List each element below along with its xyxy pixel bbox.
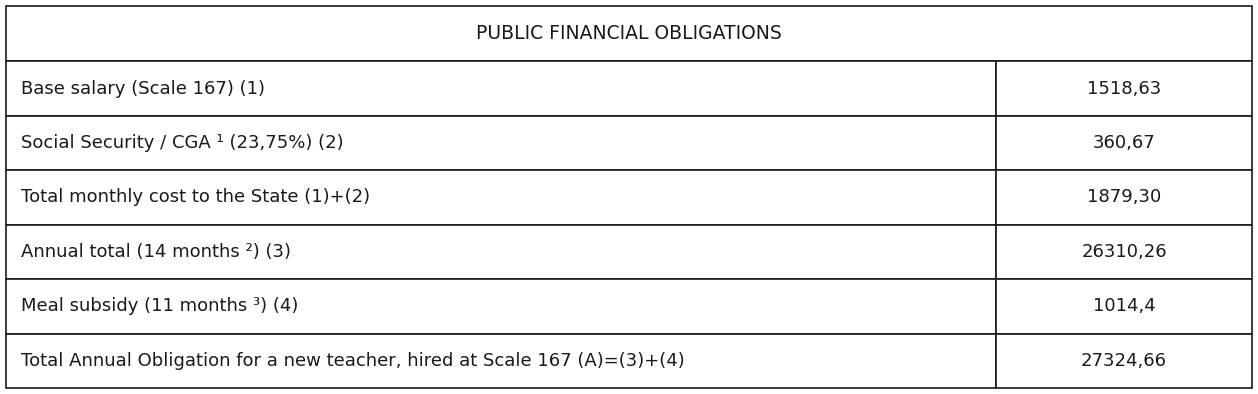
Bar bbox=[6, 61, 996, 116]
Bar bbox=[6, 6, 1252, 61]
Text: 1014,4: 1014,4 bbox=[1093, 297, 1155, 316]
Text: 27324,66: 27324,66 bbox=[1081, 352, 1167, 370]
Text: Annual total (14 months ²) (3): Annual total (14 months ²) (3) bbox=[21, 243, 292, 261]
Text: 26310,26: 26310,26 bbox=[1081, 243, 1167, 261]
Text: 360,67: 360,67 bbox=[1093, 134, 1155, 152]
Text: Meal subsidy (11 months ³) (4): Meal subsidy (11 months ³) (4) bbox=[21, 297, 298, 316]
Text: Social Security / CGA ¹ (23,75%) (2): Social Security / CGA ¹ (23,75%) (2) bbox=[21, 134, 343, 152]
Text: 1879,30: 1879,30 bbox=[1087, 188, 1161, 206]
Text: Total Annual Obligation for a new teacher, hired at Scale 167 (A)=(3)+(4): Total Annual Obligation for a new teache… bbox=[21, 352, 686, 370]
Bar bbox=[6, 279, 996, 334]
Bar bbox=[6, 116, 996, 170]
Bar bbox=[996, 334, 1252, 388]
Bar bbox=[6, 334, 996, 388]
Text: 1518,63: 1518,63 bbox=[1087, 80, 1161, 98]
Bar bbox=[6, 225, 996, 279]
Bar bbox=[996, 116, 1252, 170]
Bar bbox=[996, 225, 1252, 279]
Text: PUBLIC FINANCIAL OBLIGATIONS: PUBLIC FINANCIAL OBLIGATIONS bbox=[476, 24, 782, 43]
Bar bbox=[996, 170, 1252, 225]
Text: Total monthly cost to the State (1)+(2): Total monthly cost to the State (1)+(2) bbox=[21, 188, 371, 206]
Bar bbox=[6, 170, 996, 225]
Bar bbox=[996, 61, 1252, 116]
Bar bbox=[996, 279, 1252, 334]
Text: Base salary (Scale 167) (1): Base salary (Scale 167) (1) bbox=[21, 80, 265, 98]
